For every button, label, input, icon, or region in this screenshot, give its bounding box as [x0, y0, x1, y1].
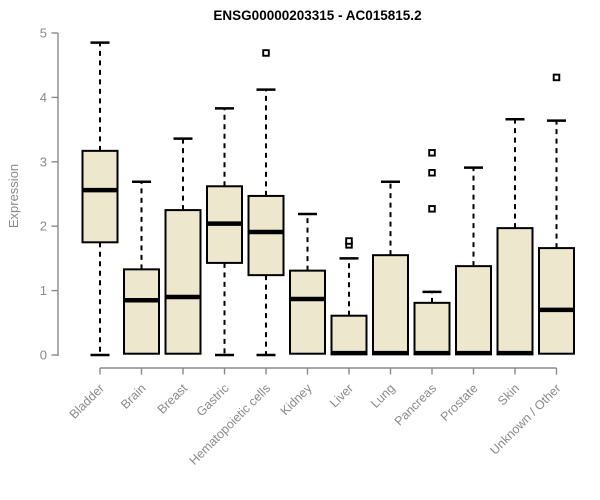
x-tick-label-unknown-other: Unknown / Other [487, 381, 563, 457]
box-kidney [289, 269, 326, 355]
x-tick-label-liver: Liver [327, 381, 356, 410]
box-liver [330, 314, 368, 355]
x-tick-label-brain: Brain [118, 381, 149, 412]
box-unknown-other [538, 247, 575, 355]
x-tick-label-kidney: Kidney [278, 381, 315, 418]
outlier-point-pancreas [428, 149, 436, 157]
y-tick-label: 1 [40, 283, 47, 298]
y-tick-label: 2 [40, 219, 47, 234]
x-tick-label-prostate: Prostate [438, 381, 481, 424]
x-tick-label-pancreas: Pancreas [392, 381, 439, 428]
x-tick-label-lung: Lung [368, 381, 398, 411]
x-tick-label-hematopoietic-cells: Hematopoietic cells [187, 381, 274, 468]
box-pancreas [413, 301, 451, 355]
box-skin [496, 227, 534, 355]
box-breast [164, 209, 202, 355]
box-hematopoietic-cells [247, 194, 285, 277]
y-tick-label: 4 [40, 90, 47, 105]
outlier-point-liver [345, 237, 353, 245]
outlier-point-unknown-other [552, 73, 561, 82]
y-tick-label: 5 [40, 26, 47, 41]
x-tick-label-gastric: Gastric [194, 381, 232, 419]
outlier-point-hematopoietic-cells [262, 49, 270, 57]
box-prostate [455, 265, 492, 355]
outlier-point-pancreas [428, 168, 436, 177]
box-bladder [81, 149, 119, 244]
box-lung [372, 254, 409, 355]
chart-title: ENSG00000203315 - AC015815.2 [213, 8, 422, 23]
y-tick-label: 3 [40, 154, 47, 169]
x-tick-label-breast: Breast [155, 381, 191, 417]
box-brain [123, 268, 160, 355]
y-tick-label: 0 [40, 348, 47, 363]
x-tick-label-skin: Skin [495, 381, 522, 408]
outlier-point-pancreas [428, 205, 436, 213]
x-tick-label-bladder: Bladder [67, 381, 107, 421]
